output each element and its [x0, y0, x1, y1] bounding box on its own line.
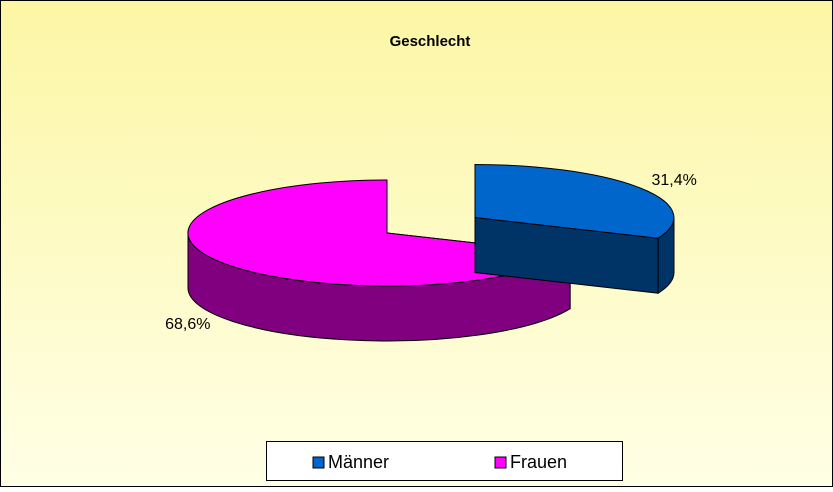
legend-label: Frauen: [510, 452, 567, 472]
legend-label: Männer: [328, 452, 389, 472]
data-label: 31,4%: [651, 172, 696, 189]
legend-swatch: [312, 456, 325, 469]
legend-swatch: [494, 456, 507, 469]
slice: [474, 163, 675, 239]
chart-title: Geschlecht: [390, 33, 471, 50]
legend: [266, 441, 623, 481]
data-label: 68,6%: [165, 316, 210, 333]
